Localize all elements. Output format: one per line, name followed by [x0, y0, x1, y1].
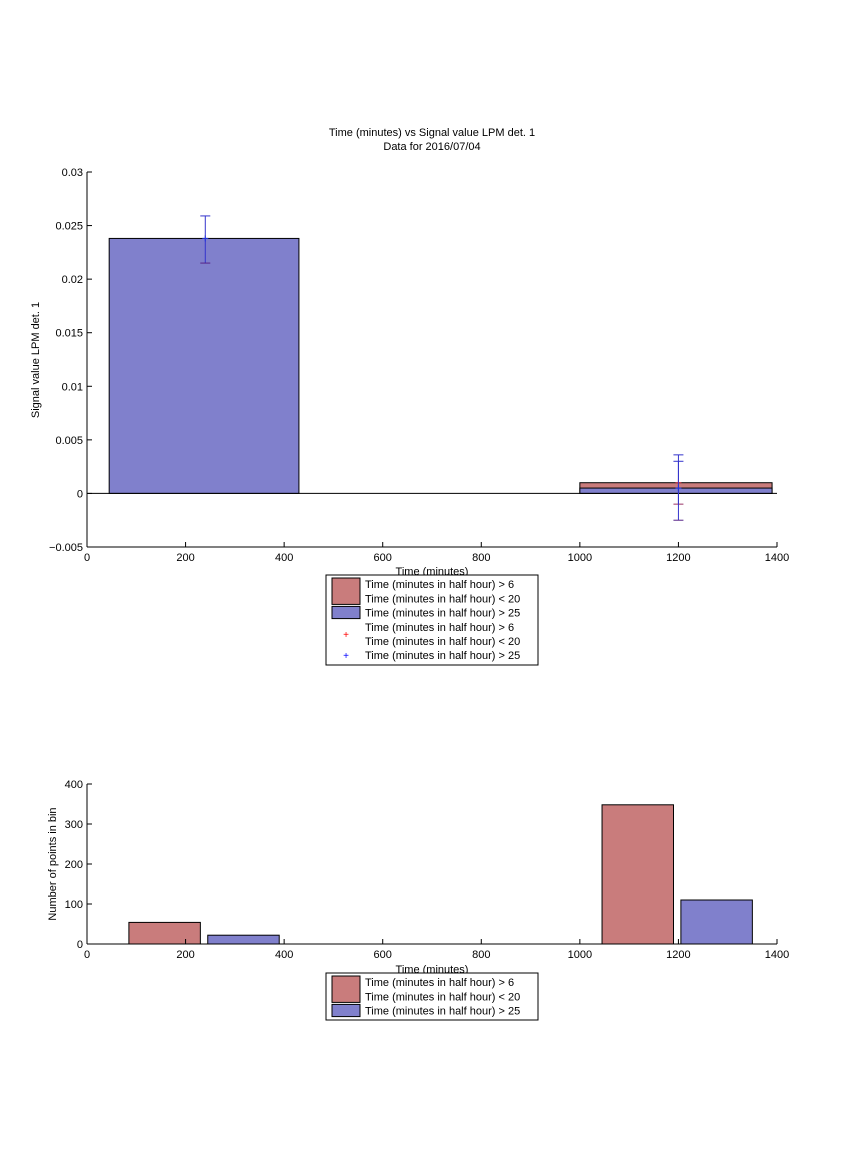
- bottom-x-tick-label: 400: [275, 949, 293, 961]
- top-y-tick-label: 0.005: [55, 435, 83, 447]
- bottom-x-tick-label: 0: [84, 949, 90, 961]
- bottom-legend-label: Time (minutes in half hour) < 20: [365, 991, 520, 1003]
- bottom-bar-s1-0: [207, 934, 280, 945]
- chart-title: Time (minutes) vs Signal value LPM det. …: [329, 127, 535, 139]
- top-legend-label: Time (minutes in half hour) < 20: [365, 636, 520, 648]
- top-x-tick-label: 1000: [568, 552, 592, 564]
- top-y-axis-label: Signal value LPM det. 1: [30, 302, 42, 418]
- bottom-y-tick-label: 100: [65, 899, 83, 911]
- bottom-legend-swatch: [331, 975, 361, 1003]
- top-y-tick-label: 0.015: [55, 328, 83, 340]
- bottom-x-tick-label: 800: [472, 949, 490, 961]
- bottom-y-tick-label: 300: [65, 819, 83, 831]
- bottom-legend-swatch: [331, 1003, 361, 1018]
- bottom-legend-box: [325, 972, 539, 1021]
- bottom-x-tick-label: 1200: [666, 949, 690, 961]
- top-legend-item-2: + Time (minutes in half hour) > 6 Time (mi…: [343, 622, 520, 648]
- top-legend-box: [325, 574, 539, 666]
- top-legend-label: Time (minutes in half hour) > 25: [365, 650, 520, 662]
- top-x-tick-label: 800: [472, 552, 490, 564]
- bottom-legend-item-0: Time (minutes in half hour) > 6 Time (min…: [331, 975, 520, 1003]
- top-x-tick-label: 1400: [765, 552, 789, 564]
- bottom-x-tick-label: 200: [176, 949, 194, 961]
- bottom-y-tick-label: 0: [77, 939, 83, 951]
- bottom-legend-label: Time (minutes in half hour) > 25: [365, 1006, 520, 1018]
- top-y-tick-label: −0.005: [49, 542, 83, 554]
- bottom-legend: Time (minutes in half hour) > 6 Time (min…: [325, 972, 539, 1021]
- top-errorbar-s1-0: [200, 215, 211, 264]
- top-legend-label: Time (minutes in half hour) < 20: [365, 593, 520, 605]
- bottom-legend-label: Time (minutes in half hour) > 6: [365, 977, 514, 989]
- top-legend-label: Time (minutes in half hour) > 6: [365, 579, 514, 591]
- top-legend-swatch: [331, 605, 361, 620]
- top-legend-swatch: [331, 577, 361, 605]
- bottom-plot: 0 200 400 600 800 1000 1200 1400 0 100 200 300 400 Ti…: [65, 779, 789, 1021]
- top-legend-marker: +: [343, 630, 349, 641]
- top-legend: Time (minutes in half hour) > 6 Time (min…: [325, 574, 539, 666]
- bottom-legend-item-1: Time (minutes in half hour) > 25: [331, 1003, 520, 1018]
- top-plot: 0 200 400 600 800 1000 1200 1400−0.00500.0050.0…: [49, 167, 789, 666]
- top-y-tick-label: 0.01: [62, 381, 83, 393]
- top-y-tick-label: 0.025: [55, 221, 83, 233]
- top-bar-s1-1: [579, 487, 773, 494]
- top-legend-item-0: Time (minutes in half hour) > 6 Time (min…: [331, 577, 520, 605]
- bottom-y-axis-label: Number of points in bin: [47, 807, 59, 920]
- bottom-y-tick-label: 200: [65, 859, 83, 871]
- bottom-x-tick-label: 600: [374, 949, 392, 961]
- bottom-bar-s0-0: [128, 921, 201, 945]
- top-bar-s1-0: [108, 237, 300, 494]
- top-y-tick-label: 0.02: [62, 274, 83, 286]
- top-x-tick-label: 0: [84, 552, 90, 564]
- top-x-tick-label: 1200: [666, 552, 690, 564]
- bottom-bar-s0-1: [601, 804, 674, 945]
- top-x-tick-label: 400: [275, 552, 293, 564]
- top-y-tick-label: 0: [77, 488, 83, 500]
- bottom-x-tick-label: 1400: [765, 949, 789, 961]
- bottom-x-tick-label: 1000: [568, 949, 592, 961]
- bottom-bar-s1-1: [680, 899, 753, 945]
- bottom-y-tick-label: 400: [65, 779, 83, 791]
- top-legend-label: Time (minutes in half hour) > 25: [365, 608, 520, 620]
- top-legend-item-1: Time (minutes in half hour) > 25: [331, 605, 520, 620]
- top-x-tick-label: 600: [374, 552, 392, 564]
- top-errorbar-s1-1: [673, 454, 684, 521]
- top-legend-marker: +: [343, 651, 349, 662]
- top-legend-label: Time (minutes in half hour) > 6: [365, 622, 514, 634]
- top-x-tick-label: 200: [176, 552, 194, 564]
- top-legend-item-3: + Time (minutes in half hour) > 25: [343, 650, 520, 662]
- chart-subtitle: Data for 2016/07/04: [383, 141, 480, 153]
- top-y-tick-label: 0.03: [62, 167, 83, 179]
